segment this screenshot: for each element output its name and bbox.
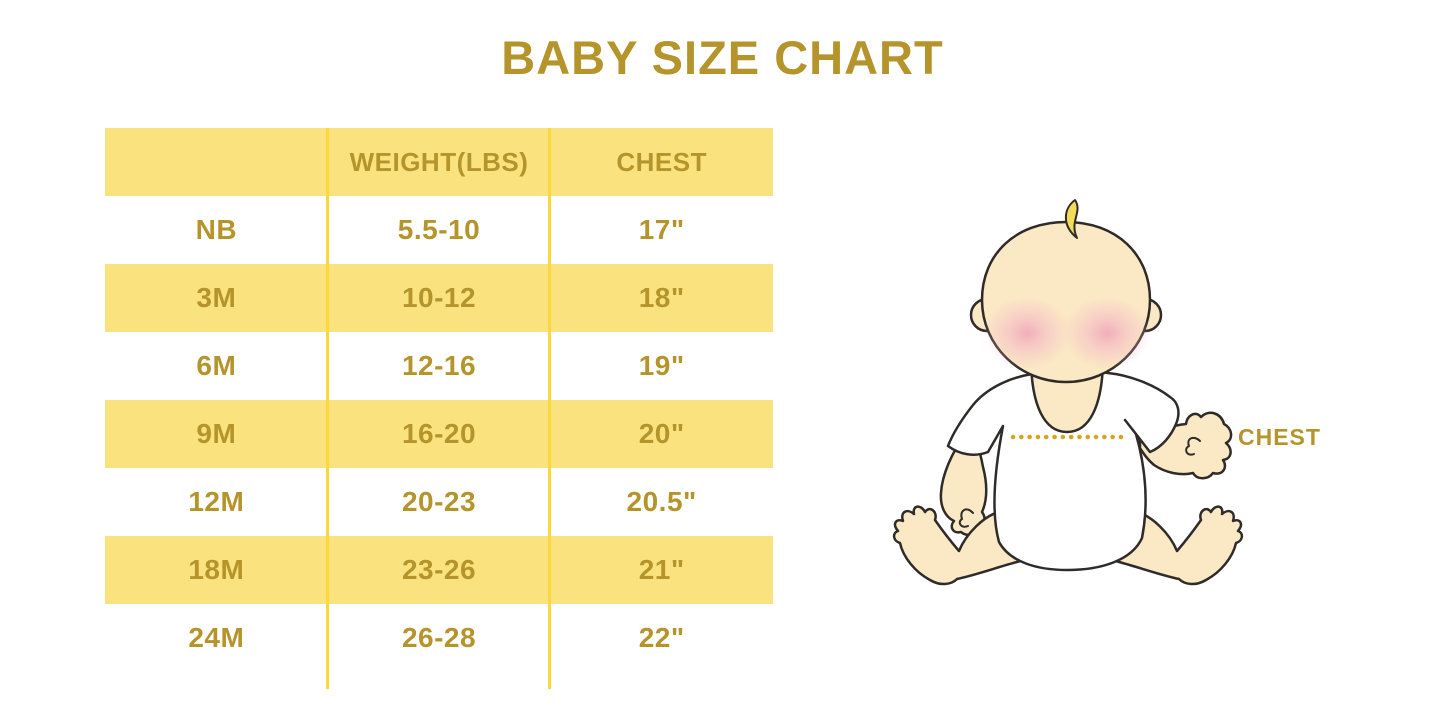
- chest-cell: 21": [638, 554, 685, 585]
- size-cell: 12M: [188, 486, 245, 517]
- table-row: 6M 12-16 19": [105, 332, 773, 400]
- baby-right-arm-fist: [1138, 411, 1233, 480]
- header-chest-cell: CHEST: [616, 146, 707, 177]
- table-row: NB 5.5-10 17": [105, 196, 773, 264]
- weight-cell: 10-12: [401, 282, 477, 313]
- weight-cell: 20-23: [401, 486, 477, 517]
- chest-cell: 18": [638, 282, 685, 313]
- table-row: 9M 16-20 20": [105, 400, 773, 468]
- column-divider: [548, 128, 551, 689]
- table-header-row: WEIGHT(LBS) CHEST: [105, 128, 773, 196]
- baby-shirt: [946, 369, 1180, 572]
- table-row: 3M 10-12 18": [105, 264, 773, 332]
- weight-cell: 5.5-10: [397, 214, 481, 245]
- chest-cell: 20": [638, 418, 685, 449]
- chest-cell: 20.5": [626, 486, 697, 517]
- baby-hair-curl: [1064, 199, 1079, 239]
- table-row: 12M 20-23 20.5": [105, 468, 773, 536]
- chest-cell: 22": [638, 622, 685, 653]
- chest-cell: 19": [638, 350, 685, 381]
- column-divider: [326, 128, 329, 689]
- size-cell: 9M: [196, 418, 237, 449]
- header-size-cell: [105, 128, 328, 196]
- size-cell: 24M: [188, 622, 245, 653]
- chest-measurement-label: CHEST: [1238, 424, 1321, 450]
- weight-cell: 23-26: [401, 554, 477, 585]
- size-cell: NB: [195, 214, 238, 245]
- size-table: WEIGHT(LBS) CHEST NB 5.5-10 17" 3M 10-12…: [105, 128, 773, 689]
- baby-right-fist-finger-line: [1185, 436, 1201, 456]
- size-cell: 6M: [196, 350, 237, 381]
- baby-illustration: [892, 199, 1244, 586]
- baby-left-hand-finger-line: [958, 508, 974, 528]
- table-row: 24M 26-28 22": [105, 604, 773, 672]
- chest-cell: 17": [638, 214, 685, 245]
- weight-cell: 16-20: [401, 418, 477, 449]
- size-cell: 3M: [196, 282, 237, 313]
- page-title: BABY SIZE CHART: [501, 31, 944, 84]
- weight-cell: 12-16: [401, 350, 477, 381]
- weight-cell: 26-28: [401, 622, 477, 653]
- baby-blush-left: [983, 297, 1071, 369]
- size-cell: 18M: [188, 554, 245, 585]
- baby-blush-right: [1063, 297, 1151, 369]
- table-row: 18M 23-26 21": [105, 536, 773, 604]
- header-weight-cell: WEIGHT(LBS): [349, 146, 529, 177]
